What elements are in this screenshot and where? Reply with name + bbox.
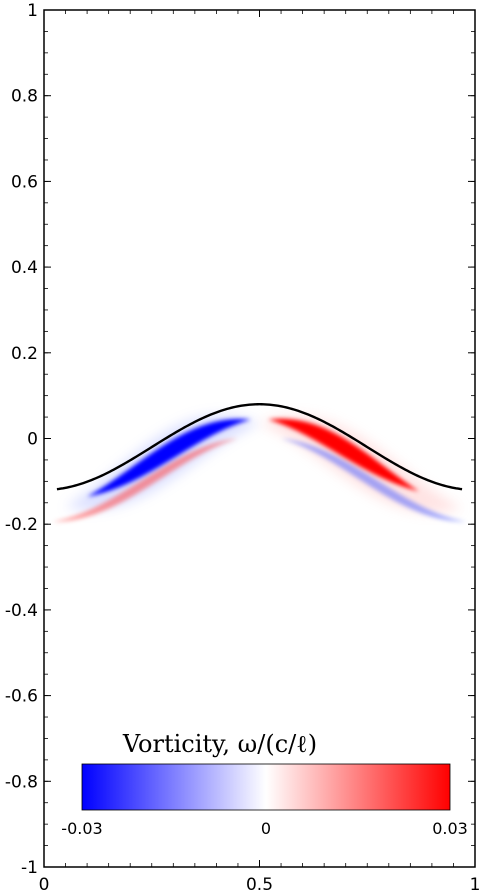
colorbar-gradient [81, 763, 451, 811]
y-tick-label: -0.8 [5, 772, 38, 792]
y-tick-label: 0.4 [11, 258, 38, 278]
y-tick-label: -0.6 [5, 687, 38, 707]
colorbar-tick-label: 0 [261, 819, 271, 838]
colorbar: Vorticity, ω/(c/ℓ) -0.03 0 0.03 [61, 730, 468, 838]
x-tick-label: 0.5 [246, 875, 273, 894]
y-axis: 1 0.8 0.6 0.4 0.2 0 -0.2 -0.4 -0.6 -0.8 -1 [5, 1, 475, 878]
x-tick-label: 0 [39, 875, 50, 894]
colorbar-tick-label: -0.03 [61, 819, 102, 838]
y-tick-label: -0.2 [5, 515, 38, 535]
y-tick-label: -0.4 [5, 601, 38, 621]
positive-vorticity-band [268, 418, 419, 492]
y-tick-label: 0.2 [11, 344, 38, 364]
y-tick-label: 0.6 [11, 172, 38, 192]
y-tick-label: 1 [27, 1, 38, 21]
y-tick-label: -1 [21, 858, 38, 878]
x-tick-label: 1 [470, 875, 481, 894]
y-tick-label: 0 [27, 430, 38, 450]
plot-area [44, 10, 475, 867]
y-tick-label: 0.8 [11, 87, 38, 107]
negative-vorticity-band [87, 418, 251, 497]
colorbar-title: Vorticity, ω/(c/ℓ) [122, 730, 317, 758]
colorbar-tick-label: 0.03 [432, 819, 468, 838]
positive-vorticity-sublayer [52, 438, 238, 522]
negative-vorticity-sublayer [281, 438, 467, 522]
interface-curve [56, 403, 463, 491]
vorticity-field [52, 415, 467, 522]
plot-frame [43, 9, 476, 868]
